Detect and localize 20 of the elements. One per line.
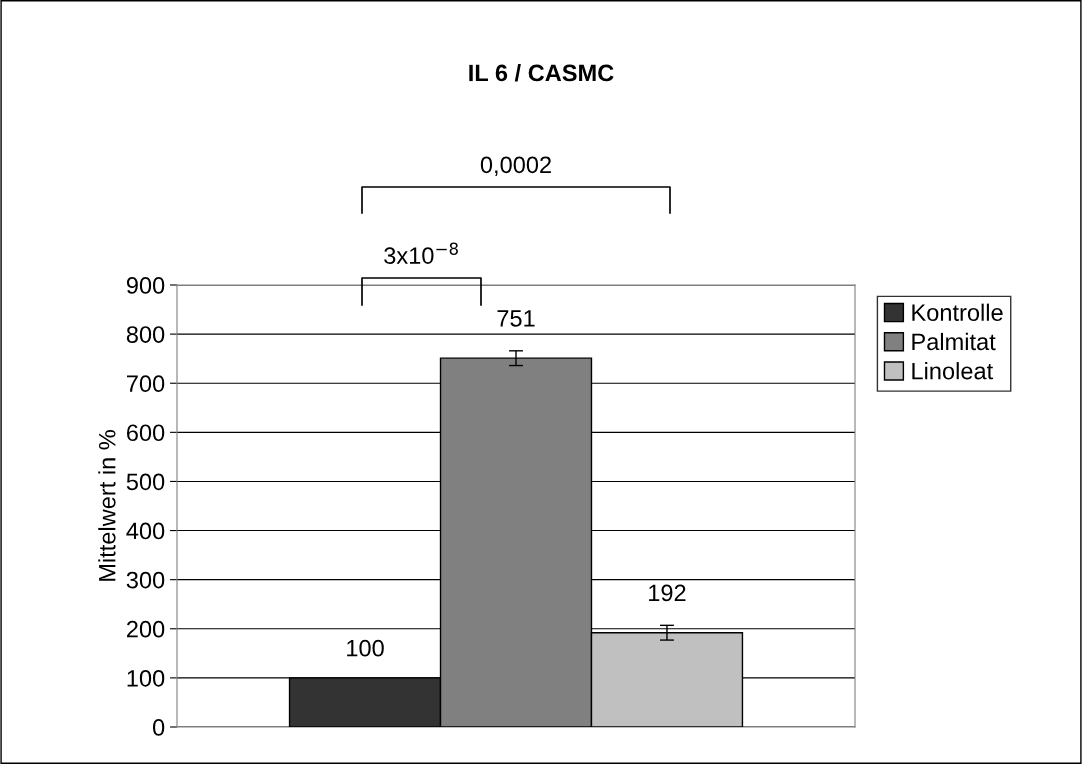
y-tick-label: 600 bbox=[127, 424, 165, 442]
y-tick-label: 300 bbox=[126, 571, 165, 589]
y-axis-title: Mittelwert in % bbox=[98, 430, 116, 581]
legend-label: Palmitat bbox=[912, 332, 996, 351]
y-tick-label: 100 bbox=[127, 669, 165, 687]
data-label: 192 bbox=[649, 584, 686, 602]
y-tick-label: 900 bbox=[126, 277, 165, 294]
y-tick-label: 700 bbox=[127, 375, 165, 393]
y-tick-label: 800 bbox=[126, 326, 165, 343]
y-tick-label: 400 bbox=[126, 522, 165, 540]
text: 3x10$^{−8}$ bbox=[384, 242, 458, 264]
y-tick-label: 500 bbox=[126, 473, 165, 491]
y-tick-label: 200 bbox=[126, 620, 165, 638]
data-label: 100 bbox=[347, 639, 384, 657]
legend-label: Kontrolle bbox=[912, 303, 1003, 321]
data-label: 751 bbox=[497, 310, 535, 327]
text: 0,0002 bbox=[480, 156, 551, 176]
legend-label: Linoleat bbox=[912, 362, 993, 380]
chart-title: IL 6 / CASMC bbox=[469, 64, 614, 82]
y-tick-label: 0 bbox=[152, 719, 165, 736]
